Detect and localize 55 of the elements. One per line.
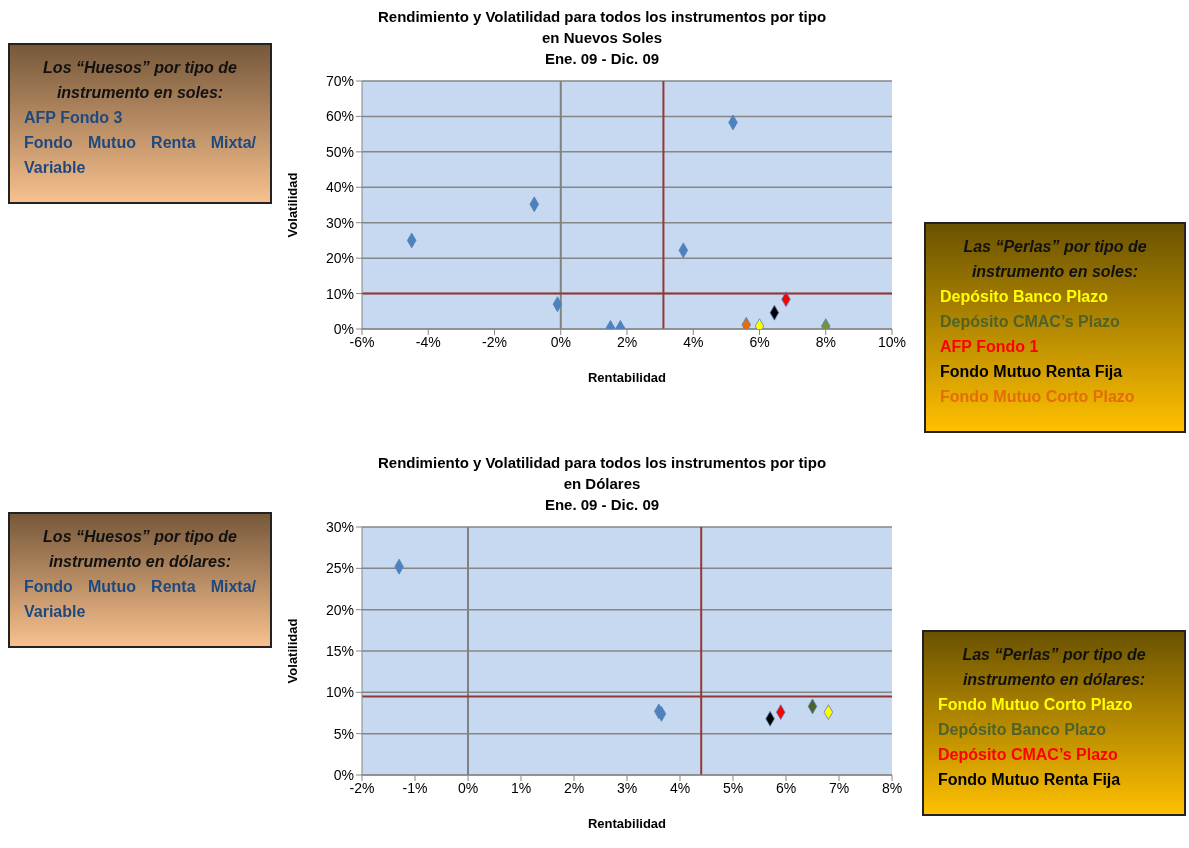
chart-subtitle: Ene. 09 - Dic. 09 <box>543 495 661 515</box>
x-tick-label: 6% <box>775 779 797 796</box>
text: Fondo Mutuo Renta Fija <box>940 362 1124 382</box>
y-tick-label: 25% <box>325 560 354 577</box>
chart-title: Rendimiento y Volatilidad para todos los instrumentos por tipo en Dólares <box>377 453 827 494</box>
y-tick-label: 50% <box>325 143 354 160</box>
text: Depósito CMAC’s Plazo <box>940 312 1121 332</box>
x-tick-label: 1% <box>510 779 532 796</box>
chart-title: Rendimiento y Volatilidad para todos los instrumentos por tipo en Nuevos Soles <box>377 7 827 48</box>
y-tick-label: 20% <box>325 250 354 267</box>
y-tick-label: 10% <box>325 285 354 302</box>
x-tick-label: 7% <box>828 779 850 796</box>
y-tick-label: 5% <box>333 725 354 742</box>
y-tick-label: 30% <box>325 214 354 231</box>
y-tick-label: 60% <box>325 108 354 125</box>
text: Fondo Mutuo Renta Mixta/ Variable <box>24 577 256 622</box>
text: Fondo Mutuo Renta Mixta/ Variable <box>24 133 256 178</box>
y-axis-title: Volatilidad <box>284 618 300 684</box>
text: AFP Fondo 1 <box>940 337 1040 357</box>
x-tick-label: 0% <box>457 779 479 796</box>
x-tick-label: 2% <box>616 333 638 350</box>
chart-subtitle: Ene. 09 - Dic. 09 <box>543 49 661 69</box>
text: Los “Huesos” por tipo de instrumento en dólares: <box>42 527 238 572</box>
y-tick-label: 10% <box>325 684 354 701</box>
text: AFP Fondo 3 <box>24 108 124 128</box>
text: Los “Huesos” por tipo de instrumento en soles: <box>42 58 238 103</box>
y-tick-label: 30% <box>325 518 354 535</box>
x-tick-label: -2% <box>482 333 507 350</box>
x-tick-label: 4% <box>669 779 691 796</box>
x-tick-label: 2% <box>563 779 585 796</box>
text: Depósito Banco Plazo <box>940 287 1110 307</box>
x-tick-label: 8% <box>881 779 903 796</box>
y-axis-title: Volatilidad <box>284 172 300 238</box>
x-tick-label: 6% <box>749 333 770 350</box>
x-tick-label: 0% <box>550 333 571 350</box>
y-tick-label: 70% <box>325 72 354 89</box>
text: Fondo Mutuo Corto Plazo <box>938 695 1134 715</box>
text: Depósito CMAC’s Plazo <box>938 745 1119 765</box>
x-tick-label: -4% <box>415 333 441 350</box>
x-tick-label: -1% <box>402 779 428 796</box>
x-tick-label: 3% <box>616 779 638 796</box>
text: Fondo Mutuo Corto Plazo <box>940 387 1136 407</box>
x-tick-label: 5% <box>722 779 744 796</box>
y-tick-label: 40% <box>325 179 354 196</box>
x-tick-label: 10% <box>877 333 907 350</box>
text: Depósito Banco Plazo <box>938 720 1108 740</box>
y-tick-label: 15% <box>325 642 354 659</box>
text: Las “Perlas” por tipo de instrumento en soles: <box>962 237 1148 282</box>
y-tick-label: 20% <box>325 601 354 618</box>
x-axis-title: Rentabilidad <box>587 816 667 831</box>
text: Las “Perlas” por tipo de instrumento en dólares: <box>961 645 1147 690</box>
x-tick-label: 8% <box>815 333 836 350</box>
x-tick-label: 4% <box>683 333 704 350</box>
x-axis-title: Rentabilidad <box>587 370 667 385</box>
text: Fondo Mutuo Renta Fija <box>938 770 1122 790</box>
